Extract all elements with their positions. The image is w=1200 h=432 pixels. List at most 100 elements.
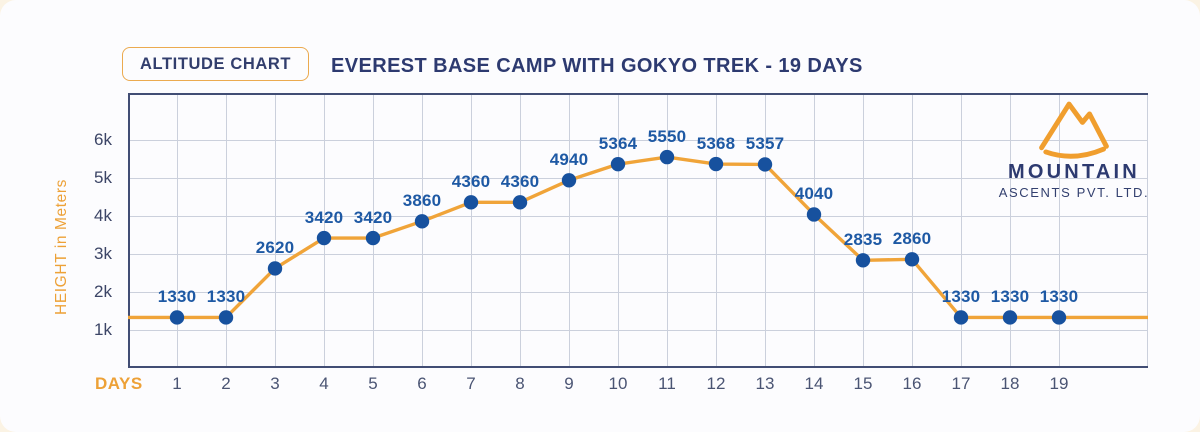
data-point-day-8 <box>512 195 528 210</box>
vertical-gridline <box>1058 93 1060 368</box>
data-point-day-10 <box>610 156 626 172</box>
horizontal-gridline <box>128 140 1148 141</box>
data-label-day-7: 4360 <box>451 172 491 192</box>
vertical-gridline <box>715 93 717 368</box>
vertical-gridline <box>617 93 619 368</box>
data-point-day-12 <box>708 156 724 172</box>
x-tick-day-17: 17 <box>951 374 971 393</box>
data-label-day-13: 5357 <box>745 134 785 154</box>
vertical-gridline <box>372 93 374 368</box>
plot-border-top <box>128 93 1148 95</box>
x-tick-day-15: 15 <box>853 374 873 393</box>
x-tick-day-5: 5 <box>368 374 378 393</box>
x-tick-day-6: 6 <box>417 374 427 393</box>
x-tick-day-18: 18 <box>1000 374 1020 393</box>
altitude-line-chart <box>128 149 1148 325</box>
data-point-day-16 <box>904 252 920 267</box>
y-tick-6k: 6k <box>94 130 112 149</box>
vertical-gridline <box>1009 93 1011 368</box>
data-point-day-6 <box>414 214 430 229</box>
mountain-icon <box>1039 101 1109 159</box>
horizontal-gridline <box>128 254 1148 255</box>
vertical-gridline <box>470 93 472 368</box>
data-point-day-19 <box>1051 310 1067 325</box>
chart-title: EVEREST BASE CAMP WITH GOKYO TREK - 19 D… <box>331 55 863 77</box>
data-label-day-6: 3860 <box>402 191 442 211</box>
vertical-gridline <box>421 93 423 368</box>
plot-right-edge <box>1147 93 1148 368</box>
vertical-gridline <box>813 93 815 368</box>
x-tick-day-7: 7 <box>466 374 476 393</box>
vertical-gridline <box>960 93 962 368</box>
vertical-gridline <box>862 93 864 368</box>
altitude-chart-badge: ALTITUDE CHART <box>122 47 310 81</box>
x-axis-title: DAYS <box>95 374 143 393</box>
data-label-day-3: 2620 <box>255 238 295 258</box>
horizontal-gridline <box>128 178 1148 179</box>
horizontal-gridline <box>128 330 1148 331</box>
vertical-gridline <box>176 93 178 368</box>
x-tick-day-12: 12 <box>706 374 726 393</box>
y-tick-5k: 5k <box>94 168 112 187</box>
data-label-day-10: 5364 <box>598 134 638 154</box>
data-label-day-16: 2860 <box>892 229 932 249</box>
data-label-day-8: 4360 <box>500 172 540 192</box>
vertical-gridline <box>323 93 325 368</box>
data-label-day-12: 5368 <box>696 134 736 154</box>
x-tick-day-10: 10 <box>608 374 628 393</box>
data-point-day-2 <box>218 310 234 325</box>
x-tick-day-16: 16 <box>902 374 922 393</box>
logo-subtitle: ASCENTS PVT. LTD. <box>998 185 1150 200</box>
x-tick-day-3: 3 <box>270 374 280 393</box>
data-label-day-17: 1330 <box>941 287 981 307</box>
x-tick-day-1: 1 <box>172 374 182 393</box>
data-point-day-5 <box>365 230 381 246</box>
vertical-gridline <box>911 93 913 368</box>
data-label-day-5: 3420 <box>353 208 393 228</box>
vertical-gridline <box>274 93 276 368</box>
data-label-day-9: 4940 <box>549 150 589 170</box>
data-point-day-17 <box>953 310 969 325</box>
data-label-day-19: 1330 <box>1039 287 1079 307</box>
horizontal-gridline <box>128 292 1148 293</box>
data-point-day-4 <box>316 230 332 246</box>
data-point-day-11 <box>659 149 675 165</box>
data-label-day-4: 3420 <box>304 208 344 228</box>
data-point-day-18 <box>1002 310 1018 325</box>
logo-name: MOUNTAIN <box>1008 161 1140 183</box>
data-label-day-14: 4040 <box>794 184 834 204</box>
vertical-gridline <box>568 93 570 368</box>
plot-border-left <box>128 93 130 368</box>
data-label-day-18: 1330 <box>990 287 1030 307</box>
x-tick-day-9: 9 <box>564 374 574 393</box>
horizontal-gridline <box>128 216 1148 217</box>
x-tick-day-4: 4 <box>319 374 329 393</box>
y-tick-1k: 1k <box>94 320 112 339</box>
company-logo: MOUNTAIN ASCENTS PVT. LTD. <box>998 97 1150 200</box>
y-tick-3k: 3k <box>94 244 112 263</box>
data-point-day-9 <box>561 173 577 188</box>
data-label-day-2: 1330 <box>206 287 246 307</box>
data-point-day-3 <box>267 261 283 276</box>
data-label-day-15: 2835 <box>843 230 883 250</box>
x-tick-day-13: 13 <box>755 374 775 393</box>
plot-border-bottom <box>128 366 1148 368</box>
vertical-gridline <box>764 93 766 368</box>
vertical-gridline <box>225 93 227 368</box>
plot-area: 1330 1330 2620 3420 3420 3860 4360 4360 4940 5364… <box>128 93 1148 368</box>
y-tick-2k: 2k <box>94 282 112 301</box>
data-point-day-7 <box>463 195 479 210</box>
x-tick-day-19: 19 <box>1049 374 1069 393</box>
data-point-day-15 <box>855 253 871 268</box>
data-label-day-11: 5550 <box>647 127 687 147</box>
x-tick-day-8: 8 <box>515 374 525 393</box>
x-tick-day-14: 14 <box>804 374 824 393</box>
y-tick-4k: 4k <box>94 206 112 225</box>
x-tick-day-2: 2 <box>221 374 231 393</box>
data-label-day-1: 1330 <box>157 287 197 307</box>
data-point-day-1 <box>169 310 185 325</box>
vertical-gridline <box>519 93 521 368</box>
data-point-day-14 <box>806 207 822 222</box>
vertical-gridline <box>666 93 668 368</box>
